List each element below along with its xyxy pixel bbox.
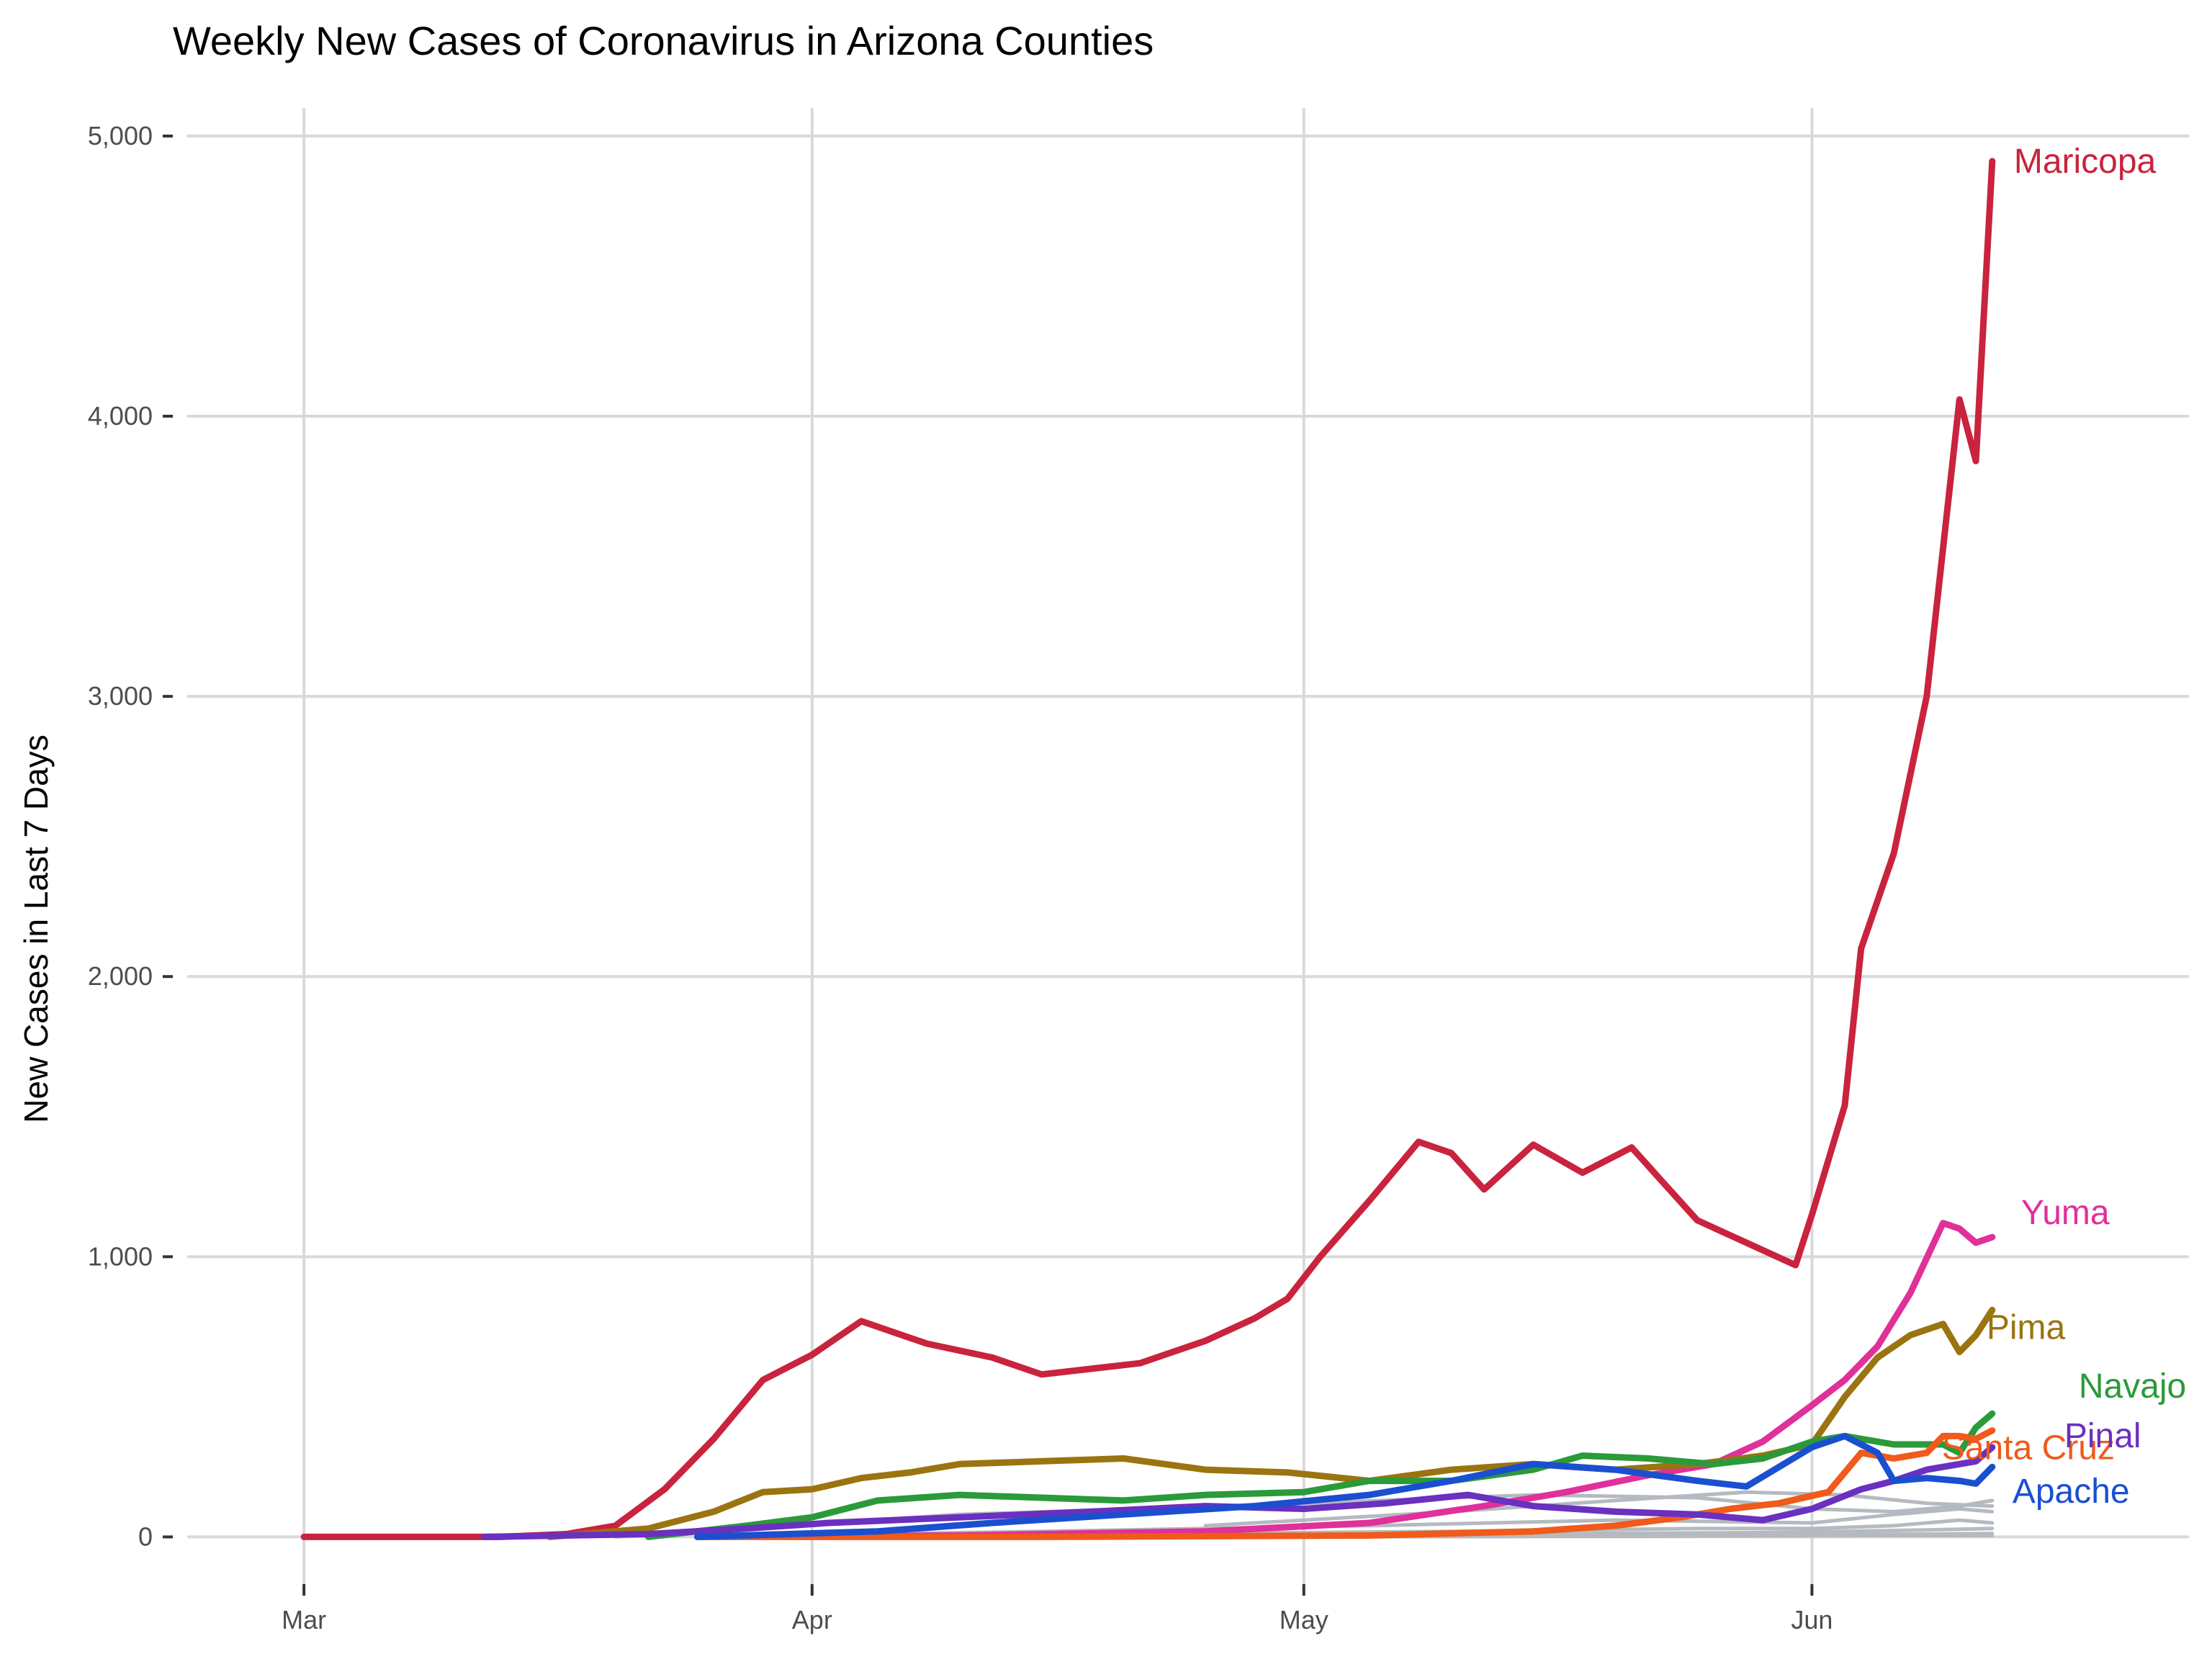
highlight-series: [300, 158, 1996, 1540]
x-tick-label: Jun: [1791, 1605, 1833, 1635]
series-label-santa-cruz: Santa Cruz: [1942, 1429, 2115, 1467]
y-tick-label: 1,000: [88, 1241, 153, 1271]
x-tick-label: Mar: [282, 1605, 326, 1635]
series-line-navajo: [644, 1410, 1996, 1540]
y-tick-label: 0: [138, 1521, 153, 1551]
y-tick-label: 3,000: [88, 681, 153, 711]
gridlines: [187, 108, 2189, 1584]
series-label-yuma: Yuma: [2021, 1194, 2110, 1232]
y-axis-label: New Cases in Last 7 Days: [17, 734, 55, 1123]
series-label-apache: Apache: [2013, 1473, 2130, 1511]
y-tick-label: 4,000: [88, 401, 153, 431]
series-label-pima: Pima: [1987, 1308, 2066, 1346]
series-line-yuma: [694, 1220, 1996, 1540]
y-tick-label: 2,000: [88, 961, 153, 991]
x-tick-label: May: [1280, 1605, 1328, 1635]
y-tick-label: 5,000: [88, 121, 153, 150]
series-line-apache: [694, 1432, 1996, 1540]
x-tick-label: Apr: [792, 1605, 832, 1635]
series-label-navajo: Navajo: [2079, 1367, 2186, 1406]
series-label-maricopa: Maricopa: [2014, 143, 2157, 181]
axes: 0 1,000 2,000 3,000 4,000 5,000 Mar Apr May Jun: [88, 121, 1833, 1635]
series-label-pinal: Pinal: [2064, 1417, 2141, 1455]
chart-title: Weekly New Cases of Coronavirus in Arizo…: [173, 18, 1154, 63]
series-line-pinal: [481, 1444, 1996, 1540]
series-line-maricopa: [300, 158, 1996, 1540]
series-line-pima: [547, 1306, 1996, 1540]
series-line-santa-cruz: [694, 1427, 1996, 1540]
